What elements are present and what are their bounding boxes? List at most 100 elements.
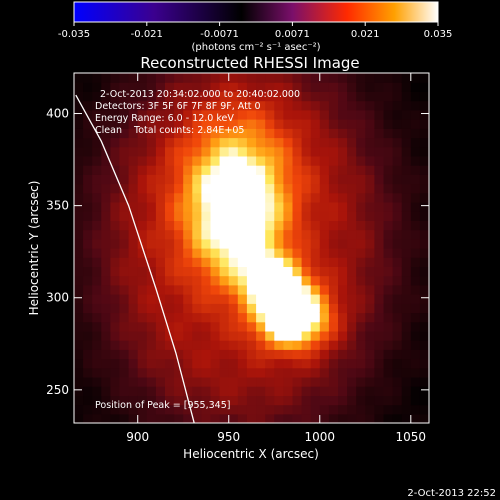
- heatmap-cell: [192, 303, 202, 314]
- heatmap-cell: [374, 303, 385, 314]
- heatmap-cell: [219, 192, 230, 203]
- heatmap-cell: [192, 266, 202, 277]
- heatmap-cell: [401, 238, 412, 249]
- heatmap-cell: [301, 386, 312, 396]
- heatmap-cell: [356, 82, 366, 92]
- heatmap-cell: [210, 294, 221, 304]
- heatmap-cell: [101, 183, 111, 194]
- heatmap-cell: [392, 248, 403, 258]
- heatmap-cell: [219, 367, 230, 378]
- heatmap-cell: [401, 155, 412, 166]
- heatmap-cell: [274, 128, 284, 139]
- heatmap-cell: [228, 395, 239, 406]
- heatmap-cell: [338, 312, 348, 323]
- heatmap-cell: [365, 165, 375, 175]
- heatmap-cell: [310, 201, 321, 212]
- heatmap-cell: [174, 128, 184, 139]
- heatmap-image: [74, 73, 429, 423]
- heatmap-cell: [201, 229, 212, 240]
- heatmap-cell: [256, 312, 266, 323]
- heatmap-cell: [246, 91, 257, 102]
- heatmap-cell: [283, 376, 294, 387]
- heatmap-cell: [319, 174, 330, 185]
- heatmap-cell: [155, 349, 166, 360]
- x-axis-label: Heliocentric X (arcsec): [183, 447, 319, 461]
- heatmap-cell: [228, 192, 239, 203]
- heatmap-cell: [110, 275, 121, 286]
- heatmap-cell: [210, 183, 221, 194]
- heatmap-cell: [192, 312, 202, 323]
- heatmap-cell: [356, 137, 366, 148]
- heatmap-cell: [119, 91, 130, 102]
- heatmap-cell: [92, 192, 102, 203]
- heatmap-cell: [319, 266, 330, 277]
- heatmap-cell: [256, 211, 266, 221]
- heatmap-cell: [328, 330, 339, 341]
- heatmap-cell: [283, 367, 294, 378]
- heatmap-cell: [192, 137, 202, 148]
- heatmap-cell: [83, 266, 93, 277]
- heatmap-cell: [192, 340, 202, 350]
- heatmap-cell: [83, 294, 93, 304]
- heatmap-cell: [128, 183, 139, 194]
- heatmap-cell: [392, 100, 403, 111]
- heatmap-cell: [392, 312, 403, 323]
- heatmap-cell: [83, 275, 93, 286]
- heatmap-cell: [174, 294, 184, 304]
- heatmap-cell: [301, 91, 312, 102]
- heatmap-cell: [419, 257, 429, 267]
- heatmap-cell: [110, 248, 121, 258]
- heatmap-cell: [228, 73, 239, 83]
- heatmap-cell: [292, 330, 303, 341]
- heatmap-cell: [201, 413, 212, 423]
- heatmap-cell: [310, 73, 321, 83]
- heatmap-cell: [146, 395, 157, 406]
- heatmap-cell: [228, 303, 239, 314]
- heatmap-cell: [410, 146, 421, 157]
- heatmap-cell: [174, 376, 184, 387]
- heatmap-cell: [165, 386, 175, 396]
- heatmap-cell: [201, 284, 212, 295]
- heatmap-cell: [256, 248, 266, 258]
- annotation-time-range: 2-Oct-2013 20:34:02.000 to 20:40:02.000: [100, 89, 300, 100]
- heatmap-cell: [237, 266, 248, 277]
- heatmap-cell: [137, 211, 148, 221]
- heatmap-cell: [192, 284, 202, 295]
- heatmap-cell: [237, 165, 248, 175]
- heatmap-cell: [265, 229, 275, 240]
- heatmap-cell: [165, 330, 175, 341]
- heatmap-cell: [347, 321, 357, 332]
- heatmap-cell: [219, 386, 230, 396]
- heatmap-cell: [119, 128, 130, 139]
- heatmap-cell: [356, 330, 366, 341]
- heatmap-cell: [165, 128, 175, 139]
- heatmap-cell: [165, 312, 175, 323]
- heatmap-cell: [137, 192, 148, 203]
- heatmap-cell: [237, 358, 248, 369]
- heatmap-cell: [110, 238, 121, 249]
- heatmap-cell: [301, 275, 312, 286]
- heatmap-cell: [310, 358, 321, 369]
- heatmap-cell: [110, 137, 121, 148]
- heatmap-cell: [119, 367, 130, 378]
- heatmap-cell: [128, 275, 139, 286]
- heatmap-cell: [338, 211, 348, 221]
- heatmap-cell: [292, 294, 303, 304]
- heatmap-cell: [274, 192, 284, 203]
- heatmap-cell: [283, 91, 294, 102]
- heatmap-cell: [338, 266, 348, 277]
- heatmap-cell: [210, 404, 221, 415]
- heatmap-cell: [419, 303, 429, 314]
- heatmap-cell: [338, 303, 348, 314]
- heatmap-cell: [92, 229, 102, 240]
- heatmap-cell: [74, 248, 84, 258]
- heatmap-cell: [338, 386, 348, 396]
- heatmap-cell: [374, 165, 385, 175]
- heatmap-cell: [392, 229, 403, 240]
- heatmap-cell: [155, 100, 166, 111]
- heatmap-cell: [137, 174, 148, 185]
- heatmap-cell: [374, 109, 385, 120]
- heatmap-cell: [410, 367, 421, 378]
- heatmap-cell: [119, 100, 130, 111]
- heatmap-cell: [328, 146, 339, 157]
